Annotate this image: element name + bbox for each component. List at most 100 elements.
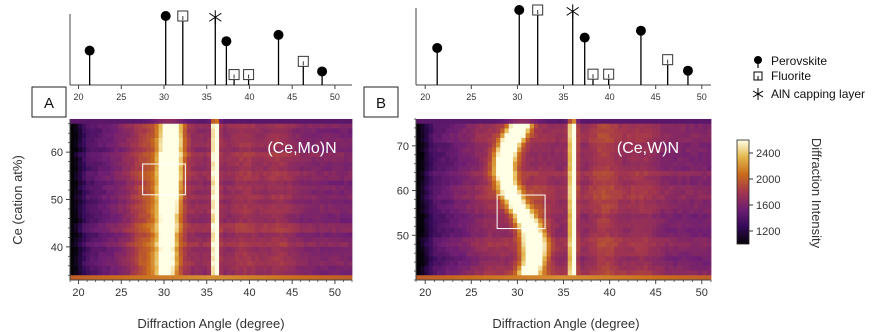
heatmap-cell (508, 270, 514, 276)
heatmap-cell (94, 137, 99, 144)
heatmap-cell (158, 237, 164, 243)
heatmap-cell (206, 185, 212, 191)
heatmap-cell (174, 119, 180, 125)
heatmap-cell (319, 199, 325, 205)
heatmap-cell (154, 180, 160, 186)
heatmap-cell (295, 194, 301, 200)
heatmap-cell (158, 180, 164, 186)
heatmap-cell (643, 142, 649, 148)
heatmap-cell (470, 237, 476, 243)
heatmap-cell (122, 171, 127, 177)
heatmap-cell (588, 137, 594, 144)
heatmap-cell (559, 213, 564, 219)
heatmap-cell (559, 265, 564, 271)
heatmap-cell (660, 119, 666, 125)
heatmap-cell (347, 156, 353, 163)
heatmap-cell (335, 119, 341, 125)
heatmap-cell (323, 256, 329, 262)
heatmap-cell (424, 270, 430, 276)
heatmap-cell (178, 156, 184, 163)
heatmap-cell (538, 171, 543, 177)
heatmap-cell (576, 175, 581, 181)
heatmap-cell (677, 232, 682, 238)
heatmap-cell (138, 227, 143, 234)
heatmap-cell (420, 265, 425, 271)
heatmap-cell (283, 213, 288, 219)
heatmap-cell (706, 275, 712, 281)
heatmap-cell (618, 156, 623, 163)
heatmap-cell (668, 242, 674, 248)
heatmap-cell (90, 156, 95, 163)
heatmap-cell (487, 246, 493, 252)
heatmap-cell (491, 119, 497, 125)
heatmap-cell (307, 204, 313, 210)
heatmap-cell (319, 246, 325, 252)
heatmap-cell (496, 156, 501, 163)
heatmap-cell (652, 161, 657, 167)
heatmap-cell (416, 161, 421, 167)
heatmap-cell (453, 152, 459, 158)
heatmap-cell (449, 128, 455, 134)
heatmap-cell (182, 142, 188, 148)
heatmap-cell (295, 142, 301, 148)
heatmap-cell (327, 156, 333, 163)
heatmap-cell (295, 270, 301, 276)
heatmap-cell (453, 119, 459, 125)
heatmap-cell (664, 227, 670, 234)
heatmap-cell (466, 251, 472, 257)
heatmap-cell (339, 265, 345, 271)
heatmap-cell (567, 180, 573, 186)
heatmap-cell (546, 256, 552, 262)
heatmap-cell (287, 156, 292, 163)
heatmap-cell (517, 119, 522, 125)
heatmap-cell (555, 223, 560, 229)
heatmap-cell (487, 275, 493, 281)
heatmap-cell (182, 223, 188, 229)
heatmap-cell (500, 190, 505, 196)
heatmap-cell (279, 147, 284, 153)
heatmap-cell (70, 180, 75, 186)
heatmap-cell (618, 171, 623, 177)
heatmap-cell (291, 180, 296, 186)
heatmap-cell (546, 123, 552, 129)
heatmap-cell (546, 218, 552, 224)
heatmap-cell (500, 180, 505, 186)
heatmap-cell (508, 199, 514, 205)
heatmap-cell (126, 265, 131, 271)
heatmap-cell (223, 242, 228, 248)
heatmap-cell (647, 142, 653, 148)
heatmap-cell (500, 237, 505, 243)
heatmap-cell (347, 119, 353, 125)
heatmap-cell (158, 204, 164, 210)
heatmap-cell (483, 223, 489, 229)
heatmap-cell (538, 185, 543, 191)
heatmap-cell (170, 166, 176, 172)
heatmap-cell (647, 218, 653, 224)
heatmap-cell (275, 171, 280, 177)
heatmap-cell (475, 119, 480, 125)
heatmap-cell (500, 213, 505, 219)
heatmap-cell (647, 251, 653, 257)
heatmap-cell (571, 142, 577, 148)
heatmap-cell (500, 171, 505, 177)
heatmap-cell (694, 261, 699, 267)
heatmap-cell (593, 218, 598, 224)
heatmap-cell (487, 213, 493, 219)
heatmap-cell (343, 133, 349, 139)
heatmap-cell (685, 246, 691, 252)
heatmap-cell (110, 261, 115, 267)
heatmap-cell (170, 218, 176, 224)
heatmap-cell (255, 237, 260, 243)
heatmap-cell (291, 133, 296, 139)
heatmap-cell (219, 123, 224, 129)
heatmap-cell (517, 242, 522, 248)
heatmap-cell (639, 128, 644, 134)
heatmap-cell (462, 256, 467, 262)
heatmap-cell (251, 204, 256, 210)
heatmap-cell (432, 161, 438, 167)
heatmap-cell (416, 261, 421, 267)
heatmap-cell (698, 142, 703, 148)
heatmap-cell (479, 208, 484, 215)
heatmap-cell (677, 119, 682, 125)
heatmap-cell (114, 227, 119, 234)
